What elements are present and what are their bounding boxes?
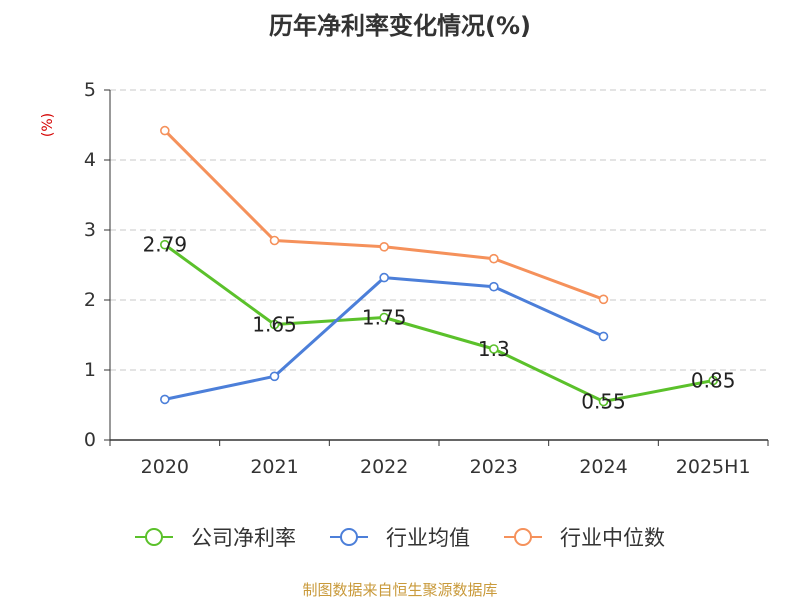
data-point	[598, 331, 609, 342]
data-point	[160, 125, 170, 136]
data-label: 0.55	[581, 390, 626, 414]
series-line	[163, 243, 714, 403]
legend-item-company-net-margin[interactable]: 公司净利率	[135, 522, 296, 552]
data-point	[160, 394, 170, 405]
y-tick-label: 5	[84, 79, 96, 101]
x-tick-label: 2021	[250, 456, 298, 478]
data-label: 1.3	[478, 337, 510, 361]
data-point	[379, 312, 389, 323]
y-tick-label: 1	[84, 359, 96, 381]
series-line	[164, 276, 605, 401]
legend-label: 行业均值	[386, 526, 470, 550]
legend-line-circle-icon	[504, 528, 542, 546]
data-label: 0.85	[691, 369, 736, 393]
y-tick-label: 0	[84, 429, 96, 451]
data-point	[269, 235, 280, 246]
y-axis: 0 1 2 3 4 5	[84, 79, 111, 451]
x-tick-label: 2024	[579, 456, 627, 478]
legend-line-circle-icon	[135, 528, 173, 546]
x-axis: 2020 2021 2022 2023 2024 2025H1	[109, 439, 769, 478]
data-point	[489, 281, 499, 292]
x-tick-label: 2020	[141, 456, 189, 478]
legend-item-industry-mean[interactable]: 行业均值	[330, 522, 470, 552]
data-point	[708, 375, 718, 386]
y-tick-label: 2	[84, 289, 96, 311]
data-point	[489, 344, 499, 354]
data-label: 1.65	[252, 313, 297, 337]
data-point	[269, 319, 280, 330]
legend-label: 行业中位数	[560, 526, 665, 550]
legend-item-industry-median[interactable]: 行业中位数	[504, 522, 665, 552]
data-point	[269, 371, 280, 382]
line-chart: 0 1 2 3 4 5 2020 2021 2022 2023 2024 2025H1 2.79 1.65…	[84, 79, 769, 478]
data-point	[489, 253, 499, 264]
gridlines	[110, 89, 768, 371]
legend-label: 公司净利率	[191, 526, 296, 550]
legend-line-circle-icon	[330, 528, 368, 546]
data-source-footer: 制图数据来自恒生聚源数据库	[302, 581, 498, 599]
y-axis-label: (%)	[40, 112, 56, 138]
series-0	[160, 239, 718, 407]
data-point	[598, 396, 609, 407]
y-tick-label: 3	[84, 219, 96, 241]
series-1	[160, 272, 609, 405]
data-point	[160, 239, 170, 250]
x-tick-label: 2025H1	[676, 456, 751, 478]
chart-title: 历年净利率变化情况(%)	[269, 12, 531, 40]
data-point	[379, 272, 389, 283]
y-tick-label: 4	[84, 149, 96, 171]
data-labels: 2.79 1.65 1.75 1.3 0.55 0.85	[143, 233, 736, 414]
data-point	[598, 294, 609, 305]
series-2	[160, 125, 609, 305]
x-tick-label: 2023	[470, 456, 518, 478]
data-point	[379, 242, 389, 252]
x-tick-label: 2022	[360, 456, 408, 478]
chart-legend: 公司净利率 行业均值 行业中位数	[0, 522, 800, 552]
data-label: 1.75	[362, 306, 407, 330]
data-label: 2.79	[143, 233, 188, 257]
